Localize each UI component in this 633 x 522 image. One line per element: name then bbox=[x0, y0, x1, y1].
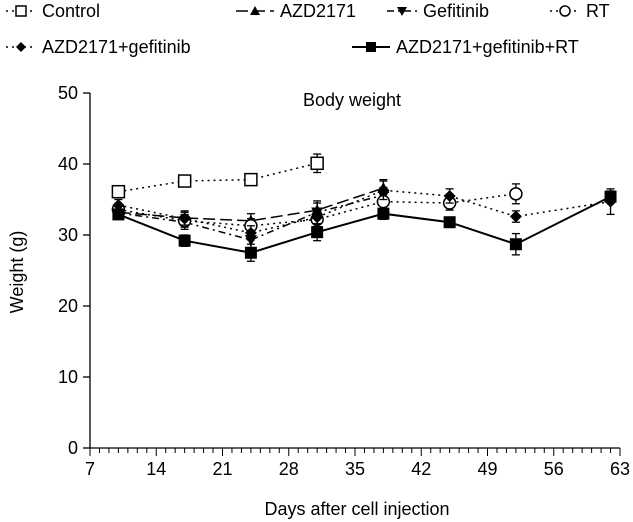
series-line bbox=[118, 187, 384, 222]
legend-marker bbox=[397, 7, 407, 16]
legend-label: Gefitinib bbox=[423, 1, 489, 21]
y-tick-label: 0 bbox=[68, 438, 78, 458]
data-point bbox=[443, 189, 456, 202]
y-tick-label: 50 bbox=[58, 83, 78, 103]
data-point bbox=[244, 226, 257, 239]
x-tick-label: 42 bbox=[411, 459, 431, 479]
data-point bbox=[509, 238, 522, 251]
data-point bbox=[112, 208, 125, 221]
x-tick-label: 7 bbox=[85, 459, 95, 479]
series-1 bbox=[111, 153, 324, 199]
x-tick-label: 49 bbox=[477, 459, 497, 479]
x-tick-label: 14 bbox=[146, 459, 166, 479]
legend-item-1: Control bbox=[6, 1, 100, 21]
x-tick-label: 63 bbox=[610, 459, 630, 479]
legend-label: AZD2171+gefitinib bbox=[42, 37, 191, 57]
y-tick-label: 10 bbox=[58, 367, 78, 387]
legend-item-3: Gefitinib bbox=[387, 1, 489, 21]
legend-label: Control bbox=[42, 1, 100, 21]
legend-label: RT bbox=[586, 1, 610, 21]
data-point bbox=[443, 216, 456, 229]
x-axis-label: Days after cell injection bbox=[264, 499, 449, 519]
data-point bbox=[178, 212, 191, 225]
data-point bbox=[311, 226, 324, 239]
chart-title: Body weight bbox=[303, 90, 401, 110]
legend-item-6: AZD2171+gefitinib+RT bbox=[352, 37, 579, 57]
data-point bbox=[178, 234, 191, 247]
data-point bbox=[604, 190, 617, 203]
legend-item-4: RT bbox=[550, 1, 610, 21]
y-axis-label: Weight (g) bbox=[7, 231, 27, 314]
legend-label: AZD2171+gefitinib+RT bbox=[396, 37, 579, 57]
chart-axes: 0 10 20 30 40 50 7 14 21 28 35 42 49 56 63 bbox=[58, 83, 630, 479]
legend-marker bbox=[366, 42, 376, 52]
y-tick-label: 40 bbox=[58, 154, 78, 174]
x-tick-label: 28 bbox=[279, 459, 299, 479]
data-point bbox=[377, 184, 390, 197]
legend-item-2: AZD2171 bbox=[236, 1, 356, 21]
data-point bbox=[177, 174, 192, 188]
legend-marker bbox=[16, 42, 26, 52]
data-point bbox=[509, 210, 522, 223]
series-line bbox=[118, 195, 611, 254]
data-point bbox=[112, 199, 125, 212]
data-point bbox=[111, 184, 126, 199]
data-point bbox=[244, 246, 257, 259]
data-point bbox=[509, 187, 523, 201]
legend-marker bbox=[250, 6, 260, 15]
series-line bbox=[118, 189, 611, 234]
legend-marker bbox=[15, 5, 27, 17]
y-tick-label: 30 bbox=[58, 225, 78, 245]
legend-marker bbox=[559, 5, 571, 17]
data-point bbox=[311, 211, 324, 224]
legend-label: AZD2171 bbox=[280, 1, 356, 21]
x-tick-label: 35 bbox=[345, 459, 365, 479]
data-point bbox=[310, 156, 324, 171]
legend-item-5: AZD2171+gefitinib bbox=[6, 37, 191, 57]
series-line bbox=[118, 162, 318, 193]
chart-series bbox=[111, 153, 617, 262]
series-6 bbox=[112, 190, 617, 262]
x-tick-label: 21 bbox=[212, 459, 232, 479]
x-tick-label: 56 bbox=[544, 459, 564, 479]
data-point bbox=[244, 172, 258, 187]
chart-legend: Control AZD2171 Gefitinib RT AZD2171+gefitin… bbox=[6, 1, 610, 57]
data-point bbox=[377, 207, 390, 220]
y-tick-label: 20 bbox=[58, 296, 78, 316]
